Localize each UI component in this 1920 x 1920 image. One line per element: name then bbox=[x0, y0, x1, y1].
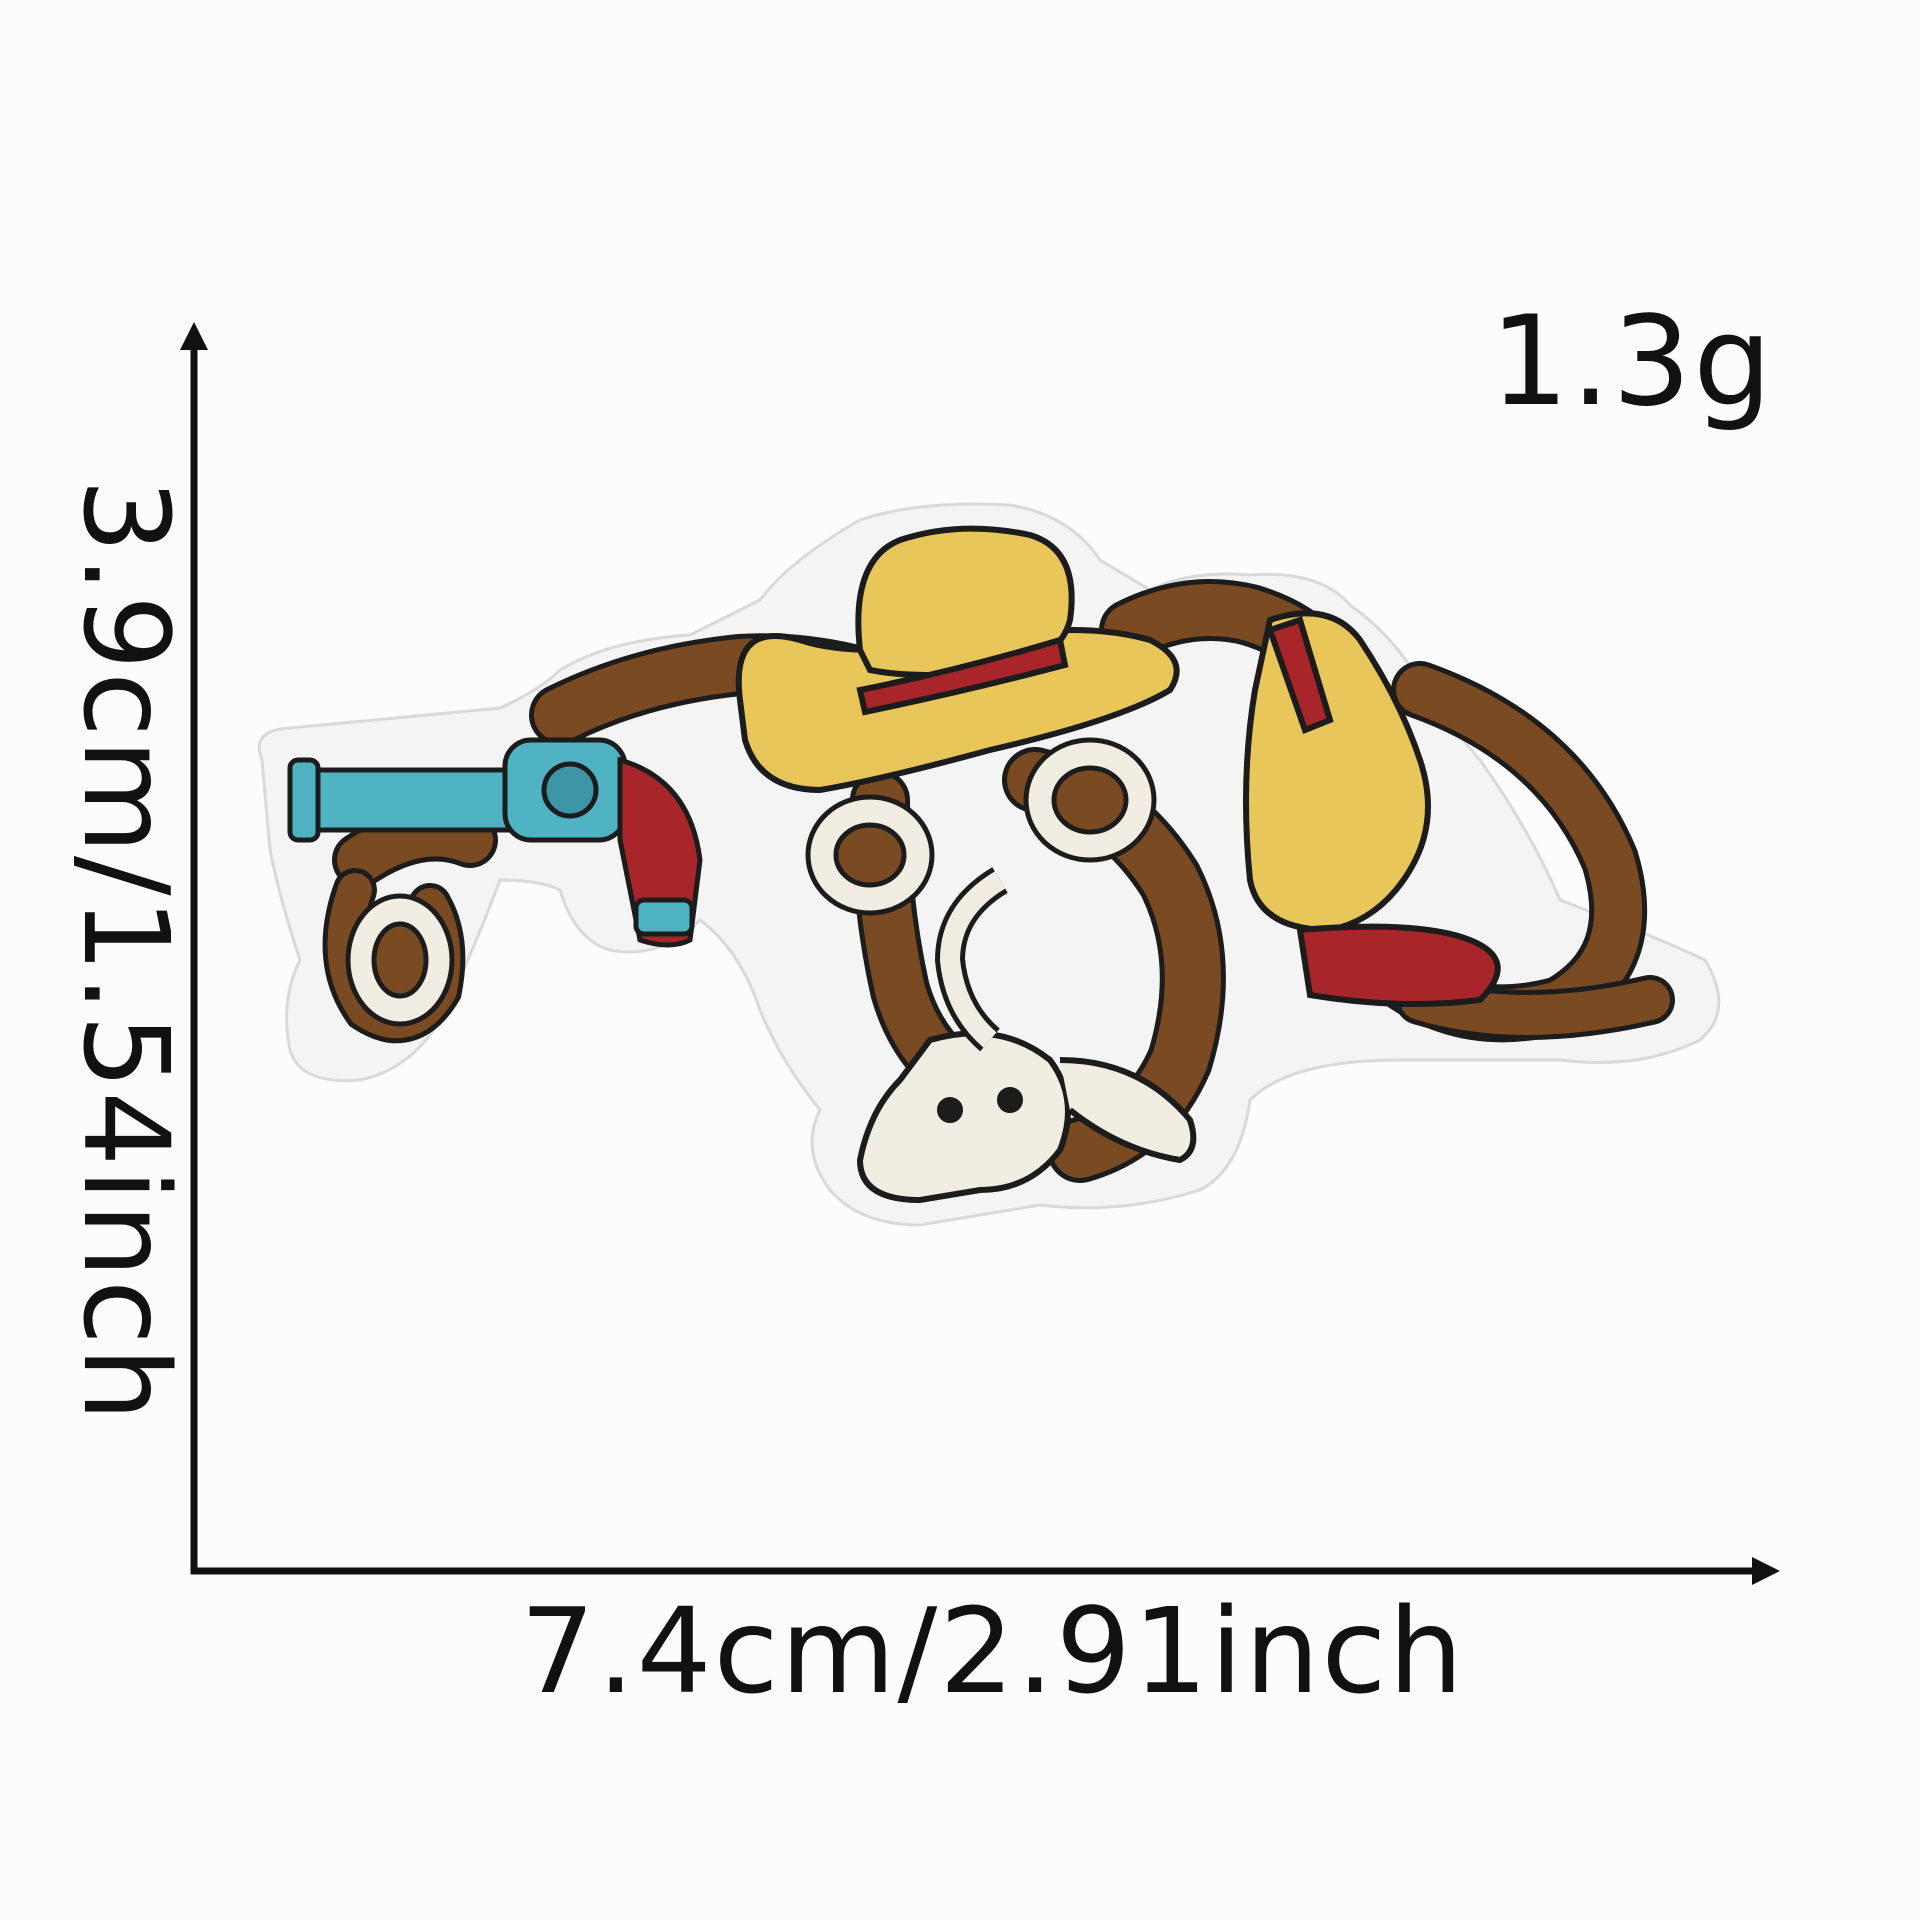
height-arrowhead bbox=[180, 322, 208, 350]
cowboy-boot-icon bbox=[1243, 610, 1501, 1007]
width-label: 7.4cm/2.91inch bbox=[520, 1582, 1466, 1720]
rope-wraps bbox=[345, 737, 1157, 1027]
revolver-icon bbox=[287, 737, 703, 948]
weight-label: 1.3g bbox=[1490, 290, 1774, 434]
cowboy-hat-icon bbox=[735, 525, 1180, 794]
bull-skull-icon bbox=[856, 867, 1197, 1204]
width-arrowhead bbox=[1752, 1557, 1780, 1585]
